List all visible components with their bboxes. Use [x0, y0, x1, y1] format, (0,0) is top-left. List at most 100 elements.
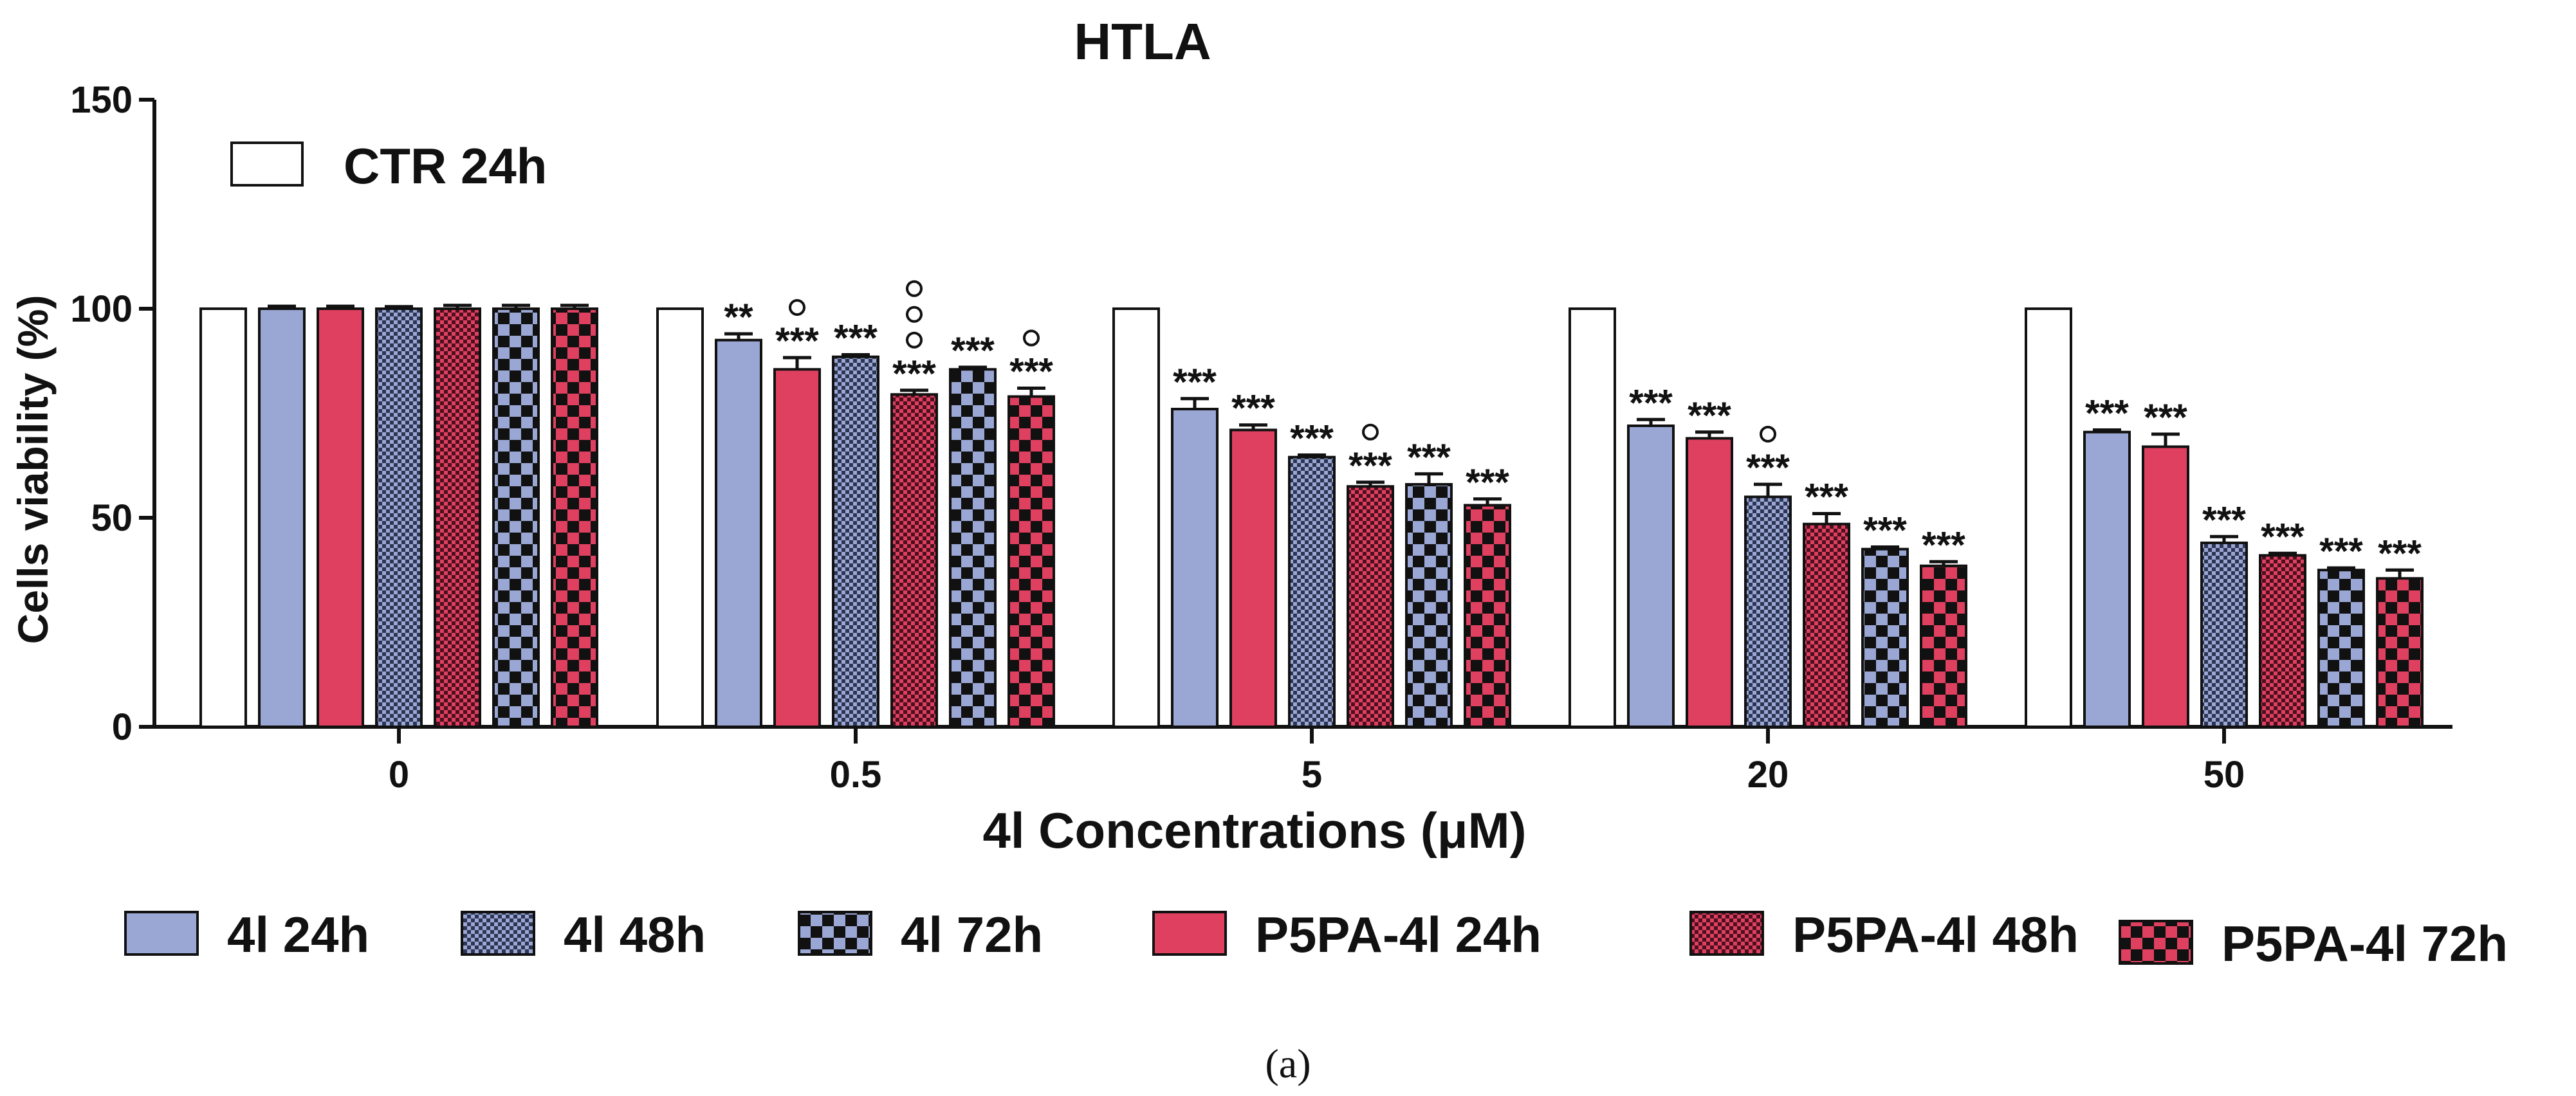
significance-label: ***	[2085, 393, 2129, 435]
y-tick-label: 50	[91, 497, 133, 539]
significance-label: **	[724, 297, 753, 338]
legend-label: 4l 24h	[227, 906, 369, 963]
bar	[2083, 430, 2131, 728]
x-tick-label: 0.5	[830, 754, 882, 796]
significance-label: ***	[2319, 531, 2363, 572]
bar	[2259, 554, 2306, 728]
significance-circle	[1023, 329, 1040, 347]
legend-label: 4l 48h	[564, 906, 706, 963]
significance-label: ***	[2202, 499, 2246, 541]
bar	[1744, 495, 1792, 728]
significance-label: ***	[2378, 533, 2422, 574]
significance-circle	[1760, 426, 1776, 443]
bar-ctr-24h	[199, 307, 247, 728]
bar-group-5: *** *** *** *** *** ***	[1112, 307, 1511, 728]
legend-label: CTR 24h	[344, 138, 547, 194]
legend-item: 4l 24h	[124, 906, 369, 963]
bar	[1171, 408, 1219, 728]
significance-circle	[906, 306, 923, 323]
bar	[1920, 564, 1967, 728]
significance-label: ***	[892, 353, 936, 395]
significance-label: ***	[1290, 418, 1334, 460]
significance-label: ***	[775, 320, 819, 362]
bar	[1464, 504, 1511, 728]
y-tick-label: 0	[112, 706, 133, 748]
bar	[1627, 425, 1675, 728]
legend-item: P5PA-4l 48h	[1689, 906, 2079, 963]
bar	[1861, 547, 1909, 728]
significance-label: ***	[1629, 382, 1673, 424]
x-tick-label: 0	[389, 754, 409, 796]
y-tick-label: 100	[70, 288, 133, 330]
bar	[2317, 569, 2365, 728]
bar	[1288, 455, 1336, 728]
legend-swatch	[230, 142, 304, 187]
bar	[2200, 542, 2248, 728]
chart-title: HTLA	[1074, 13, 1211, 70]
bar	[2376, 577, 2424, 728]
significance-label: ***	[1746, 447, 1790, 489]
bar	[890, 393, 938, 728]
legend-label: P5PA-4l 24h	[1255, 906, 1541, 963]
significance-label: ***	[2261, 516, 2305, 558]
legend-item: P5PA-4l 72h	[2119, 915, 2508, 972]
x-tick-label: 50	[2203, 754, 2245, 796]
legend-swatch	[798, 911, 872, 956]
legend-swatch	[461, 911, 535, 956]
bar	[773, 368, 821, 728]
bar	[434, 307, 481, 728]
significance-label: ***	[1688, 395, 1731, 437]
x-tick-label: 20	[1747, 754, 1789, 796]
bar	[375, 307, 423, 728]
bar	[1686, 437, 1733, 728]
significance-circle	[906, 280, 923, 297]
bar-group-20: *** *** *** *** *** ***	[1569, 307, 1967, 728]
significance-label: ***	[1009, 351, 1053, 393]
significance-label: ***	[1922, 524, 1965, 566]
legend-item-ctr-24h: CTR 24h	[230, 138, 547, 194]
y-tick-label: 150	[70, 79, 133, 121]
legend: CTR 24h 4l 24h 4l 48h 4l 72h P5PA-4l 24h P5PA…	[124, 138, 2508, 972]
bar	[492, 307, 540, 728]
significance-label: ***	[1805, 477, 1848, 518]
significance-label: ***	[1407, 437, 1451, 479]
bar-ctr-24h	[656, 307, 704, 728]
bar	[258, 307, 306, 728]
significance-label: ***	[2144, 397, 2187, 439]
legend-label: P5PA-4l 72h	[2222, 915, 2508, 972]
legend-item: P5PA-4l 24h	[1152, 906, 1541, 963]
bar-group-0	[199, 304, 598, 728]
bar	[715, 338, 762, 728]
bar	[949, 368, 997, 728]
bar	[1007, 395, 1055, 728]
bar	[1229, 428, 1277, 728]
legend-swatch	[2119, 920, 2193, 965]
significance-label: ***	[1863, 510, 1907, 552]
legend-label: 4l 72h	[901, 906, 1043, 963]
significance-label: ***	[1231, 388, 1275, 430]
significance-label: ***	[1466, 462, 1509, 504]
legend-item: 4l 72h	[798, 906, 1043, 963]
legend-item: 4l 48h	[461, 906, 706, 963]
bar	[317, 307, 364, 728]
significance-label: ***	[951, 330, 995, 372]
x-tick-label: 5	[1302, 754, 1322, 796]
significance-label: ***	[1348, 445, 1392, 487]
significance-label: ***	[1173, 361, 1217, 403]
bar	[1347, 485, 1394, 728]
bar-group-50: *** *** *** *** *** ***	[2025, 307, 2424, 728]
significance-circle	[906, 331, 923, 349]
significance-label: ***	[834, 318, 878, 360]
bar	[551, 307, 598, 728]
figure-caption: (a)	[1265, 1041, 1311, 1086]
y-axis-label: Cells viability (%)	[9, 295, 57, 644]
bar	[832, 355, 879, 728]
bar-ctr-24h	[1569, 307, 1616, 728]
legend-swatch	[124, 911, 199, 956]
legend-label: P5PA-4l 48h	[1792, 906, 2079, 963]
bar	[2142, 445, 2189, 728]
bar-ctr-24h	[2025, 307, 2072, 728]
legend-swatch	[1689, 911, 1764, 956]
bar-group-0.5: ***** ********* ***	[656, 280, 1055, 728]
